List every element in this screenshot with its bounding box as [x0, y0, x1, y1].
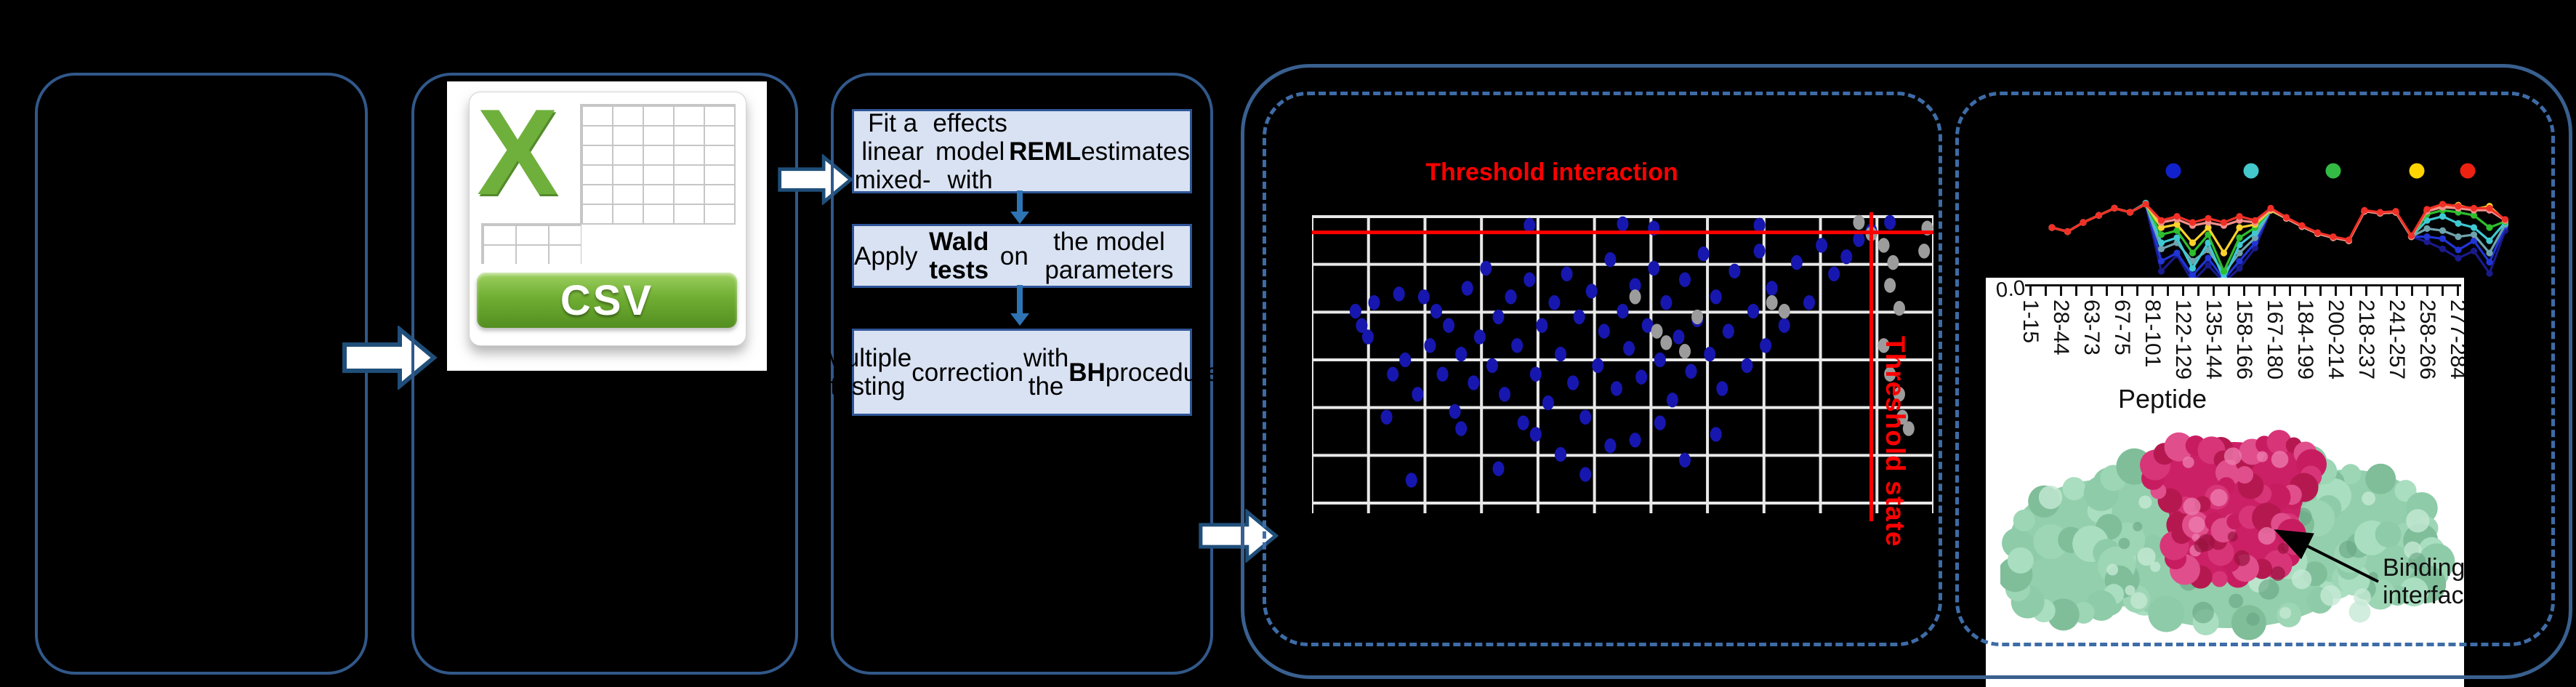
- peptide-tick: [2442, 286, 2444, 296]
- peptide-tick: [2106, 286, 2108, 296]
- threshold-state-label: Threshold state: [1880, 336, 1910, 547]
- legend-dot-icon: [2243, 163, 2259, 179]
- step-text: correction: [911, 358, 1023, 387]
- peptide-tick: [2060, 286, 2062, 296]
- peptide-tick: [2029, 286, 2032, 296]
- legend-dot-icon: [2409, 163, 2425, 179]
- panel-input: [35, 73, 368, 675]
- peptide-tick: [2121, 286, 2123, 296]
- peptide-tick: [2258, 286, 2261, 296]
- step-box-wald-tests: Apply Wald tests on the model parameters: [852, 224, 1192, 288]
- step-box-multiple-testing: Multiple testing correction with the BH pr…: [824, 329, 1220, 416]
- peptide-tick: [2289, 286, 2291, 296]
- peptide-tick-label: 63-73: [2080, 300, 2104, 355]
- peptide-tick: [2167, 286, 2169, 296]
- binding-interface-arrow-icon: [2274, 529, 2379, 583]
- peptide-tick: [2457, 286, 2459, 296]
- peptide-tick: [2182, 286, 2184, 296]
- step-text: with the: [1023, 344, 1069, 401]
- peptide-tick: [2304, 286, 2306, 296]
- peptide-tick-label: 167-180: [2263, 300, 2287, 380]
- step-text: estimates: [1081, 137, 1190, 166]
- step-text: Fit a linear mixed-: [854, 108, 931, 194]
- csv-file-icon: X CSV: [447, 81, 767, 371]
- peptide-tick: [2197, 286, 2199, 296]
- peptide-tick: [2075, 286, 2077, 296]
- step-text: REML: [1009, 137, 1082, 166]
- peptide-axis-title: Peptide: [2117, 384, 2207, 414]
- down-arrow-head-icon: [1010, 212, 1029, 224]
- down-arrow-icon: [1017, 190, 1023, 212]
- peptide-tick: [2228, 286, 2230, 296]
- peptide-tick-label: 184-199: [2293, 300, 2317, 380]
- down-arrow-head-icon: [1010, 313, 1029, 326]
- step-text: Apply: [854, 241, 918, 270]
- peptide-tick: [2350, 286, 2352, 296]
- peptide-tick: [2045, 286, 2047, 296]
- peptide-tick: [2380, 286, 2383, 296]
- peptide-tick: [2426, 286, 2428, 296]
- spreadsheet-grid: [481, 223, 581, 264]
- peptide-tick-label: 218-237: [2354, 300, 2378, 380]
- step-text: BH: [1068, 358, 1106, 387]
- csv-file-icon-body: X CSV: [469, 84, 746, 346]
- peptide-tick-label: 81-101: [2141, 300, 2165, 368]
- panel-statistics-steps: [831, 73, 1213, 675]
- peptide-tick: [2090, 286, 2093, 296]
- panel-csv-file: [411, 73, 798, 675]
- step-text: Multiple testing: [824, 344, 912, 401]
- peptide-tick: [2274, 286, 2276, 296]
- peptide-tick-label: 122-129: [2171, 300, 2195, 380]
- peptide-tick: [2411, 286, 2413, 296]
- peptide-tick: [2335, 286, 2337, 296]
- legend-dot-icon: [2325, 163, 2341, 179]
- legend-dot-icon: [2460, 163, 2476, 179]
- peptide-panel-background: 0.0 Peptide Binding interface 1-1528-446…: [1986, 278, 2464, 687]
- legend-dot-icon: [2165, 163, 2181, 179]
- spreadsheet-grid: [580, 104, 736, 225]
- flow-arrow-icon: [1199, 509, 1279, 563]
- step-text: Wald tests: [929, 228, 989, 284]
- step-box-fit-model: Fit a linear mixed-effects model with REM…: [852, 108, 1192, 194]
- peptide-tick: [2152, 286, 2154, 296]
- peptide-tick-label: 158-166: [2232, 300, 2256, 380]
- down-arrow-icon: [1017, 285, 1023, 314]
- peptide-tick: [2396, 286, 2398, 296]
- excel-x-glyph: X: [477, 84, 558, 220]
- binding-interface-label: Binding interface: [2383, 554, 2464, 609]
- step-text: on: [999, 241, 1029, 270]
- peptide-tick-label: 277-284: [2446, 300, 2464, 380]
- peptide-tick: [2365, 286, 2367, 296]
- peptide-tick: [2319, 286, 2322, 296]
- peptide-tick: [2243, 286, 2245, 296]
- step-text: effects model with: [933, 108, 1007, 194]
- peptide-tick-label: 241-257: [2385, 300, 2409, 380]
- uptake-line-chart: [2048, 163, 2509, 286]
- peptide-tick-label: 135-144: [2202, 300, 2226, 380]
- peptide-axis-line: [2025, 284, 2461, 286]
- step-text: the model parameters: [1045, 228, 1174, 284]
- interaction-scatter-chart: [1312, 212, 1933, 521]
- peptide-tick-label: 28-44: [2049, 300, 2073, 355]
- csv-banner: CSV: [477, 273, 737, 328]
- peptide-tick-label: 1-15: [2018, 300, 2042, 344]
- peptide-tick-label: 200-214: [2324, 300, 2348, 380]
- peptide-tick: [2136, 286, 2138, 296]
- peptide-tick: [2213, 286, 2215, 296]
- scatter-title: Threshold interaction: [1425, 158, 1678, 186]
- peptide-tick-label: 258-266: [2415, 300, 2439, 380]
- peptide-tick-label: 67-75: [2110, 300, 2134, 355]
- csv-format-label: CSV: [560, 276, 654, 324]
- step-text: procedure: [1105, 358, 1220, 387]
